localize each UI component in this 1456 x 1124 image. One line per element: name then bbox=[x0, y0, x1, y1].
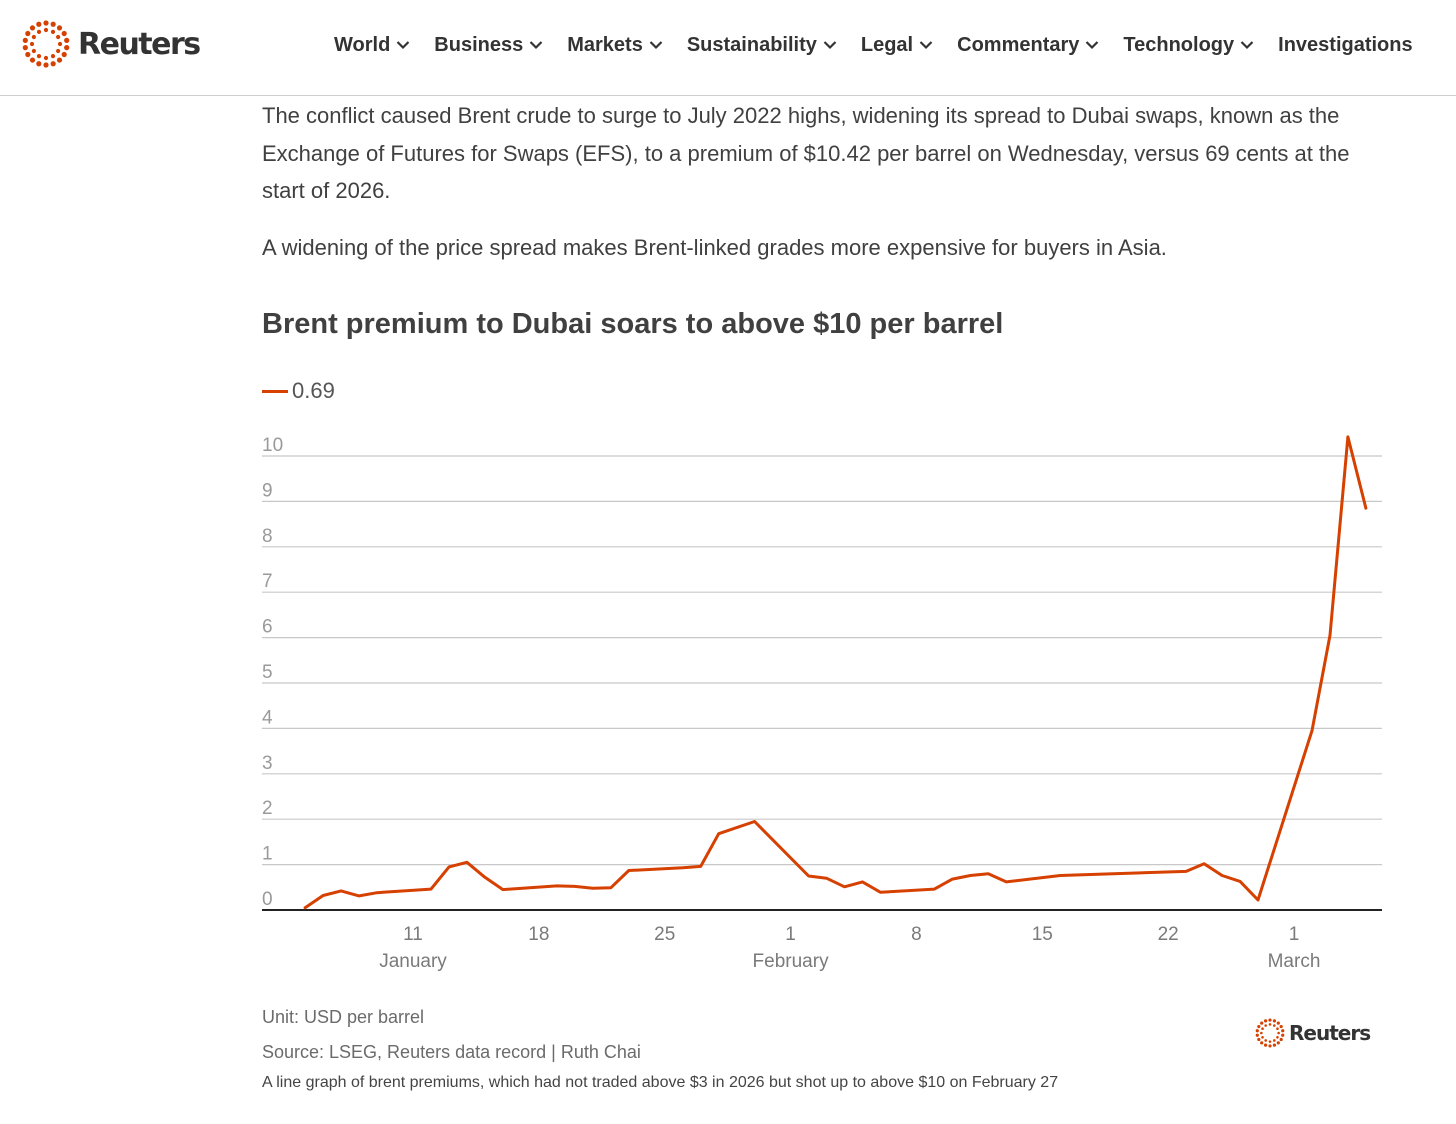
nav-item-label: Investigations bbox=[1278, 33, 1413, 56]
nav-item-commentary[interactable]: Commentary bbox=[957, 34, 1099, 57]
author-text: | Ruth Chai bbox=[551, 1042, 641, 1062]
reuters-dots-logo-icon bbox=[22, 20, 70, 68]
site-header: Reuters World Business Markets Sustainabili… bbox=[0, 0, 1456, 96]
x-tick-label: 1 bbox=[785, 924, 796, 945]
x-month-label: March bbox=[1268, 951, 1321, 972]
y-tick-label: 9 bbox=[262, 480, 273, 501]
source-text: Source: LSEG, Reuters data record bbox=[262, 1042, 547, 1062]
x-month-label: January bbox=[379, 951, 447, 972]
chevron-down-icon bbox=[919, 41, 933, 50]
y-tick-label: 0 bbox=[262, 889, 273, 910]
y-tick-label: 8 bbox=[262, 526, 273, 547]
main-nav: World Business Markets Sustainability Legal C… bbox=[334, 30, 1413, 60]
nav-item-label: Business bbox=[434, 33, 524, 56]
nav-item-sustainability[interactable]: Sustainability bbox=[687, 34, 837, 57]
x-tick-label: 18 bbox=[528, 924, 549, 945]
nav-item-markets[interactable]: Markets bbox=[567, 34, 663, 57]
x-tick-label: 8 bbox=[911, 924, 922, 945]
nav-item-investigations[interactable]: Investigations bbox=[1278, 34, 1412, 57]
x-tick-label: 11 bbox=[403, 924, 423, 945]
nav-item-technology[interactable]: Technology bbox=[1123, 34, 1254, 57]
y-tick-label: 7 bbox=[262, 571, 273, 592]
y-tick-label: 5 bbox=[262, 662, 273, 683]
nav-item-legal[interactable]: Legal bbox=[861, 34, 933, 57]
footer-logo-text: Reuters bbox=[1289, 1021, 1371, 1045]
reuters-logo[interactable]: Reuters bbox=[20, 18, 201, 70]
nav-item-label: Sustainability bbox=[686, 33, 817, 56]
logo-text: Reuters bbox=[78, 26, 201, 62]
y-tick-label: 3 bbox=[262, 753, 273, 774]
footer-reuters-logo: Reuters bbox=[1254, 1017, 1371, 1049]
x-tick-label: 25 bbox=[654, 924, 675, 945]
chevron-down-icon bbox=[397, 41, 410, 50]
legend-label: 0.69 bbox=[292, 378, 335, 403]
nav-item-label: Markets bbox=[567, 33, 643, 56]
chevron-down-icon bbox=[529, 41, 543, 50]
nav-item-label: World bbox=[334, 33, 391, 56]
x-month-label: February bbox=[753, 951, 830, 972]
y-tick-label: 10 bbox=[262, 435, 283, 456]
y-tick-label: 1 bbox=[262, 844, 273, 865]
series-line bbox=[303, 435, 1368, 910]
y-tick-label: 2 bbox=[262, 798, 273, 819]
chevron-down-icon bbox=[823, 41, 837, 50]
y-tick-label: 4 bbox=[262, 707, 273, 728]
nav-item-label: Legal bbox=[860, 33, 914, 56]
line-chart: 0 1 2 3 4 5 6 7 8 9 10 11 January 18 25 1 February 8 15 22 1… bbox=[262, 435, 1382, 972]
chevron-down-icon bbox=[1240, 41, 1254, 50]
chart-unit: Unit: USD per barrel bbox=[262, 1007, 425, 1027]
nav-item-label: Technology bbox=[1123, 33, 1235, 56]
nav-item-business[interactable]: Business bbox=[434, 34, 543, 57]
chart-legend: 0.69 bbox=[262, 378, 335, 404]
reuters-dots-logo-icon bbox=[1255, 1018, 1285, 1048]
chevron-down-icon bbox=[1086, 41, 1099, 50]
chart-source: Source: LSEG, Reuters data record | Ruth… bbox=[262, 1042, 641, 1063]
article-paragraph-2: A widening of the price spread makes Bre… bbox=[262, 235, 1167, 260]
article-paragraph-1: The conflict caused Brent crude to surge… bbox=[262, 103, 1350, 203]
nav-item-world[interactable]: World bbox=[334, 34, 410, 57]
chevron-down-icon bbox=[649, 41, 663, 50]
chart-description: A line graph of brent premiums, which ha… bbox=[262, 1074, 1059, 1091]
x-tick-label: 22 bbox=[1158, 924, 1179, 945]
x-tick-label: 1 bbox=[1289, 924, 1300, 945]
x-tick-label: 15 bbox=[1032, 924, 1053, 945]
y-tick-label: 6 bbox=[262, 617, 273, 638]
chart-title: Brent premium to Dubai soars to above $1… bbox=[262, 308, 1004, 340]
legend-swatch bbox=[262, 389, 288, 393]
nav-item-label: Commentary bbox=[957, 33, 1080, 56]
